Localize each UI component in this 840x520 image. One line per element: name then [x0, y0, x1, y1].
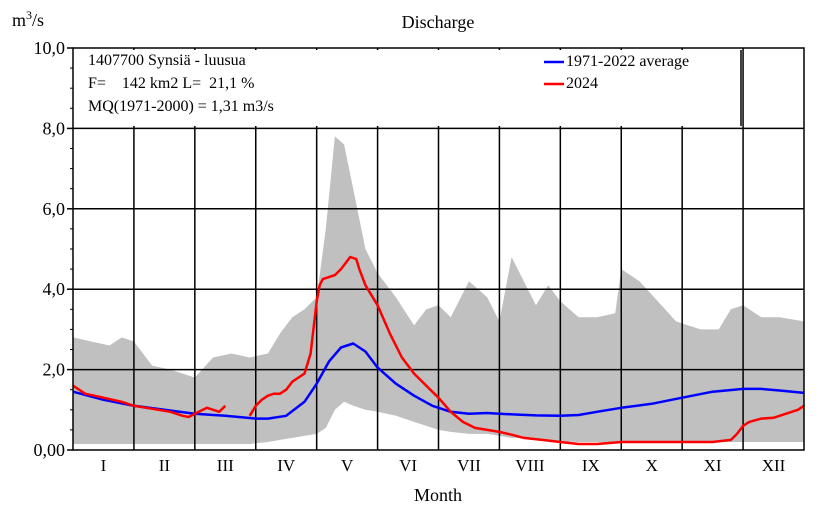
- y-tick-label: 0,00: [34, 440, 66, 460]
- x-tick-label: VIII: [515, 456, 545, 475]
- x-tick-label: V: [341, 456, 354, 475]
- grid-layer: [73, 48, 804, 450]
- y-axis-label-sup: 3: [26, 8, 32, 22]
- y-axis-ticks: 0,00 2,0 4,0 6,0 8,0 10,0: [34, 38, 73, 460]
- y-tick-label: 2,0: [43, 360, 66, 380]
- x-tick-label: XI: [704, 456, 722, 475]
- y-axis-label: m3/s: [12, 8, 44, 30]
- x-tick-label: IX: [582, 456, 600, 475]
- y-tick-label: 10,0: [34, 38, 66, 58]
- station-area: F= 142 km2 L= 21,1 %: [88, 75, 255, 92]
- legend-label-2024: 2024: [566, 75, 598, 92]
- x-tick-label: X: [646, 456, 658, 475]
- y-tick-label: 4,0: [43, 279, 66, 299]
- x-tick-label: XII: [762, 456, 786, 475]
- y-tick-label: 6,0: [43, 199, 66, 219]
- y-tick-label: 8,0: [43, 118, 66, 138]
- x-tick-label: II: [159, 456, 171, 475]
- x-tick-label: VI: [399, 456, 417, 475]
- series-line-2024: [72, 255, 805, 446]
- x-axis-label: Month: [414, 485, 462, 505]
- x-tick-label: III: [217, 456, 234, 475]
- station-name: 1407700 Synsiä - luusua: [88, 52, 246, 69]
- station-mean-flow: MQ(1971-2000) = 1,31 m3/s: [88, 98, 274, 115]
- series-layer: [72, 255, 805, 446]
- x-tick-label: I: [101, 456, 107, 475]
- legend-label-average: 1971-2022 average: [566, 53, 689, 70]
- y-axis-label-tail: /s: [32, 10, 44, 30]
- series-line-average: [72, 342, 805, 420]
- chart-title: Discharge: [402, 12, 475, 32]
- x-axis-ticks: I II III IV V VI VII VIII IX X XI XII: [101, 456, 786, 475]
- y-axis-label-base: m: [12, 10, 26, 30]
- x-tick-label: IV: [277, 456, 296, 475]
- x-tick-label: VII: [457, 456, 481, 475]
- info-box: [75, 50, 741, 126]
